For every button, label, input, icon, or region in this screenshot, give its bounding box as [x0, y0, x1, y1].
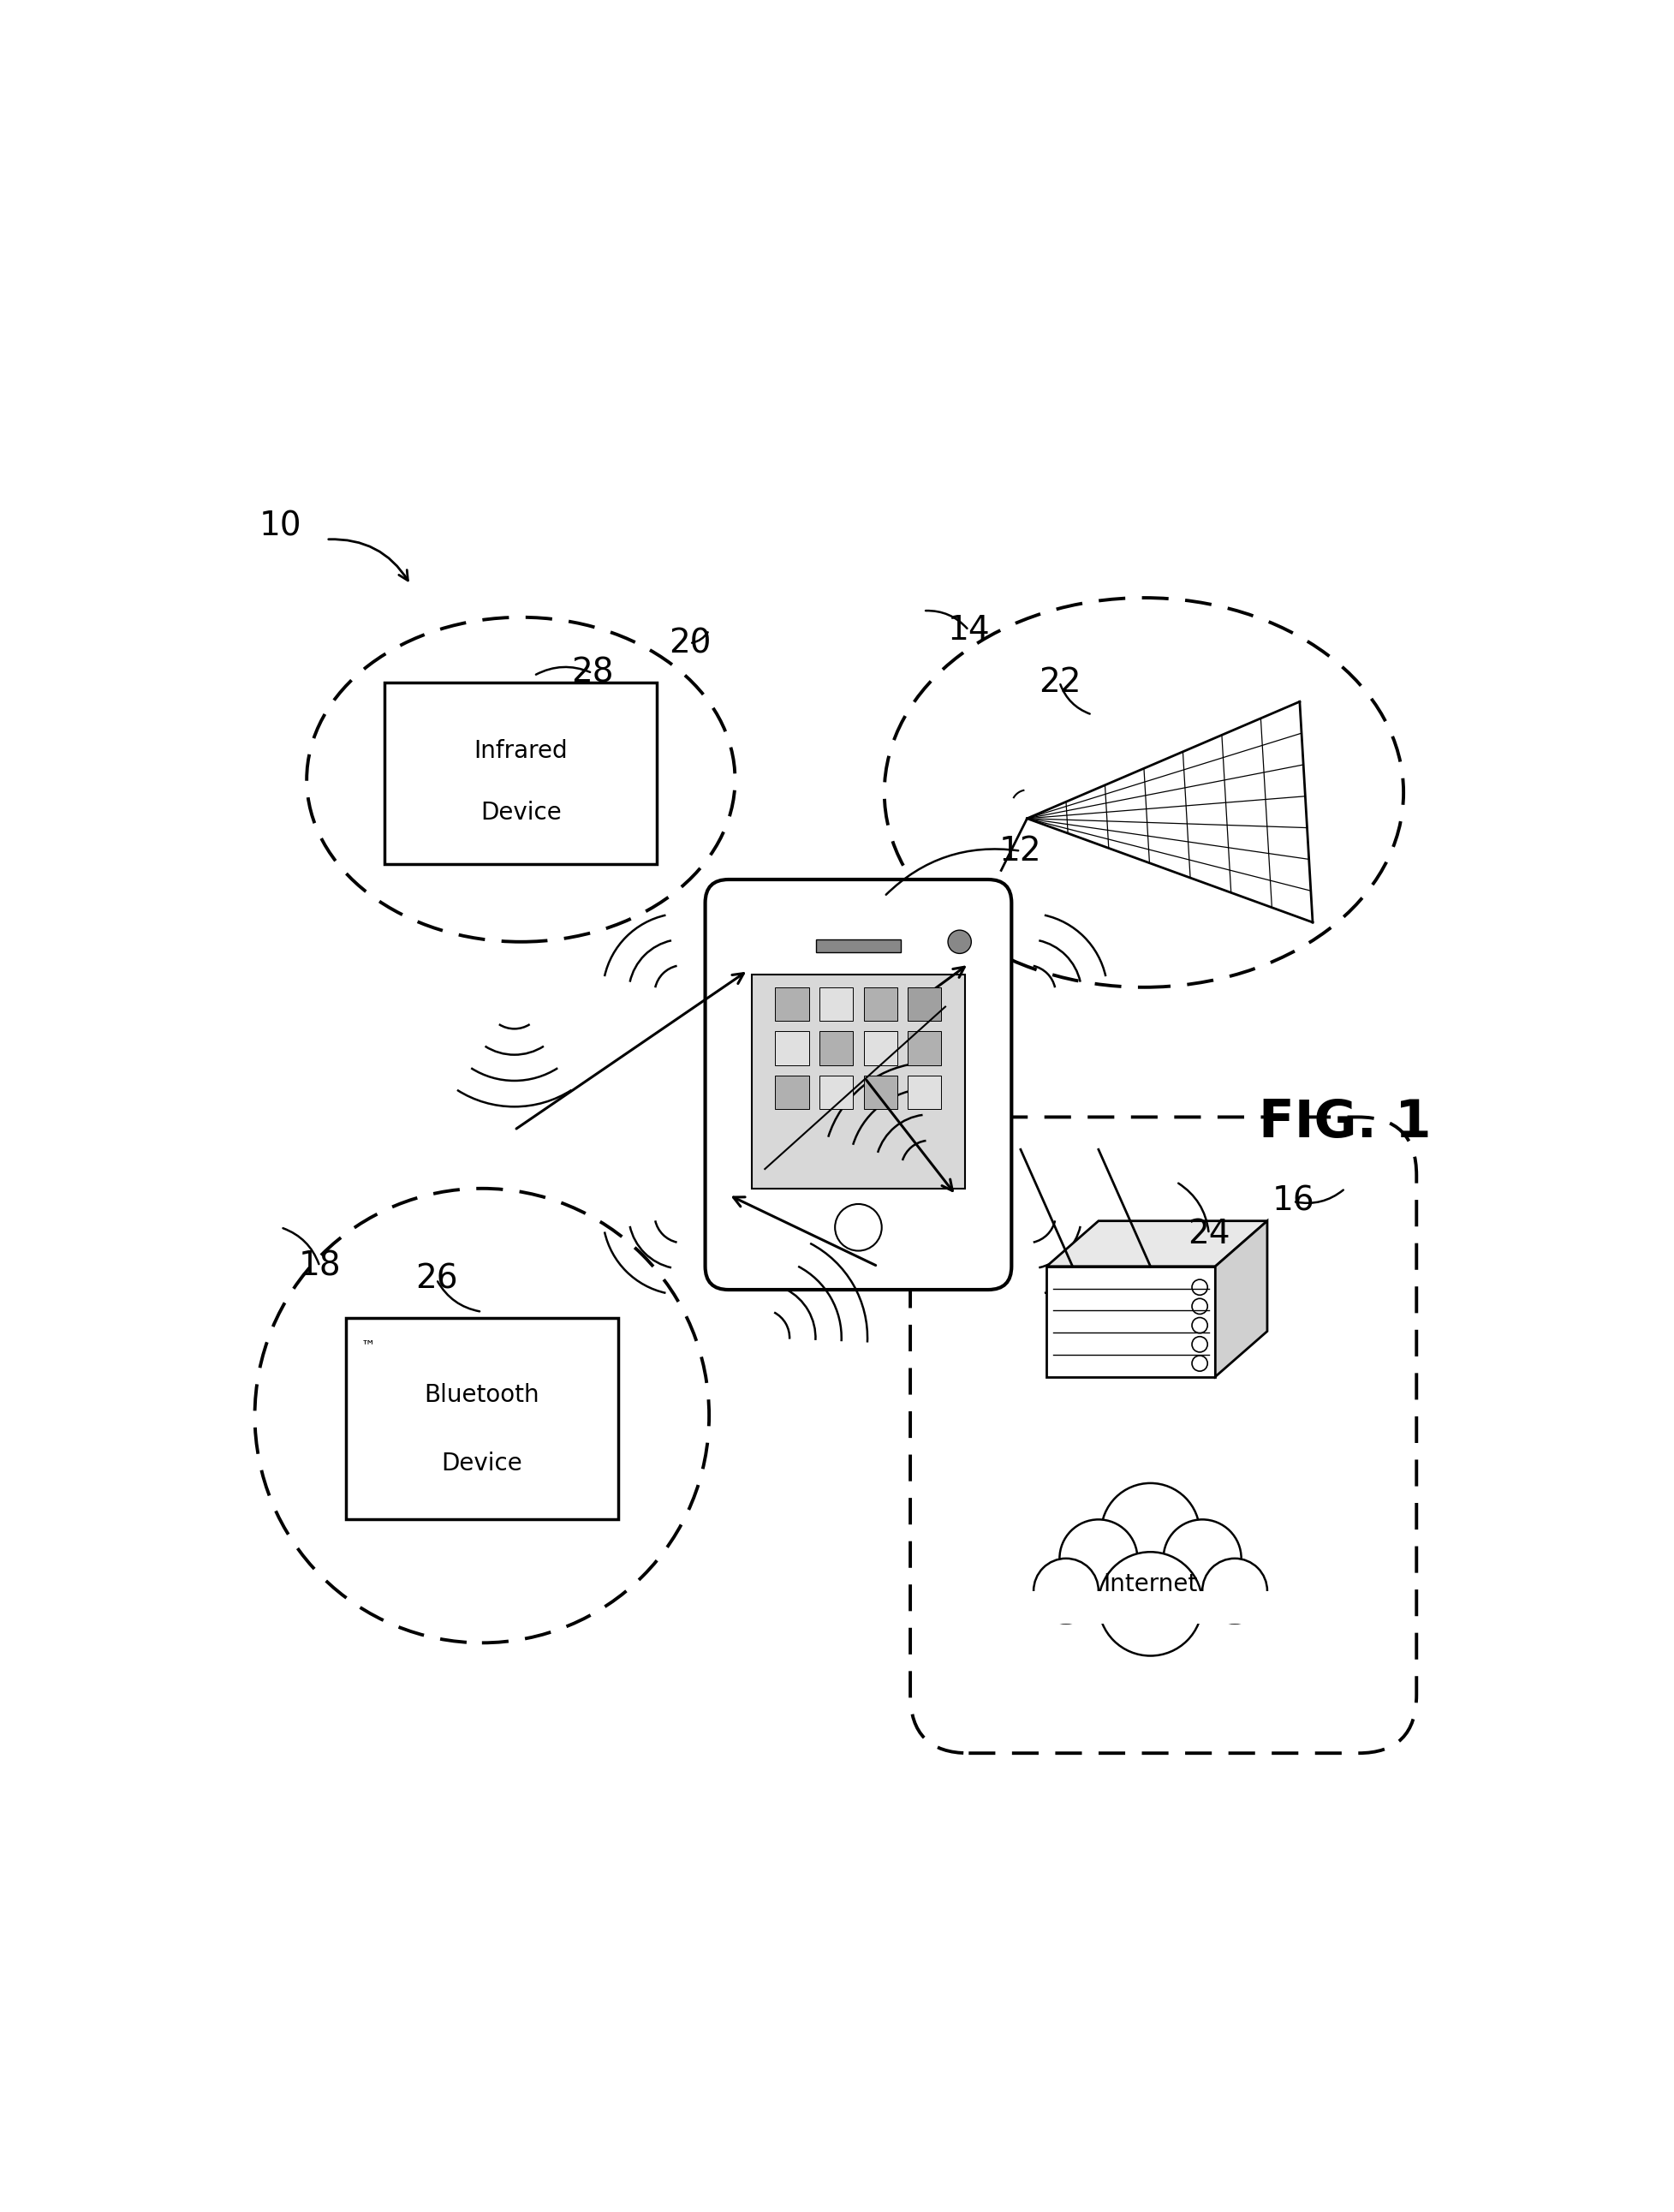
Bar	[385, 681, 656, 865]
Text: Infrared: Infrared	[474, 739, 567, 763]
Polygon shape	[1046, 1221, 1267, 1265]
Text: 10: 10	[259, 511, 301, 542]
Bar	[815, 940, 901, 951]
Polygon shape	[1046, 1265, 1215, 1376]
Circle shape	[1033, 1559, 1098, 1624]
Text: 24: 24	[1187, 1217, 1229, 1250]
Bar	[907, 1031, 941, 1066]
Circle shape	[1100, 1482, 1199, 1582]
Text: 14: 14	[947, 615, 989, 646]
Bar	[864, 987, 897, 1022]
Bar	[907, 1075, 941, 1108]
Bar	[819, 1031, 852, 1066]
Text: 20: 20	[668, 626, 710, 659]
FancyBboxPatch shape	[705, 880, 1011, 1290]
Text: 22: 22	[1038, 666, 1080, 699]
Bar	[1019, 1590, 1279, 1624]
Text: FIG. 1: FIG. 1	[1259, 1099, 1431, 1148]
Text: 12: 12	[999, 834, 1041, 867]
Text: Device: Device	[480, 801, 561, 825]
Text: 18: 18	[298, 1250, 341, 1283]
Text: 28: 28	[571, 657, 613, 690]
Bar	[907, 987, 941, 1022]
Text: ™: ™	[362, 1338, 375, 1354]
Bar	[864, 1075, 897, 1108]
Polygon shape	[1215, 1221, 1267, 1376]
Bar	[864, 1031, 897, 1066]
Bar	[345, 1318, 618, 1520]
Bar	[775, 1031, 809, 1066]
Text: 26: 26	[415, 1263, 457, 1296]
Circle shape	[1098, 1553, 1202, 1657]
Circle shape	[1163, 1520, 1240, 1597]
Circle shape	[1202, 1559, 1267, 1624]
Circle shape	[1060, 1520, 1137, 1597]
Bar	[752, 973, 964, 1188]
Bar	[819, 987, 852, 1022]
Text: Bluetooth: Bluetooth	[424, 1382, 539, 1407]
Bar	[775, 987, 809, 1022]
Bar	[819, 1075, 852, 1108]
Bar	[775, 1075, 809, 1108]
Circle shape	[947, 929, 971, 953]
Text: Internet: Internet	[1103, 1573, 1197, 1597]
Text: Device: Device	[442, 1451, 522, 1475]
Text: 16: 16	[1271, 1186, 1314, 1219]
